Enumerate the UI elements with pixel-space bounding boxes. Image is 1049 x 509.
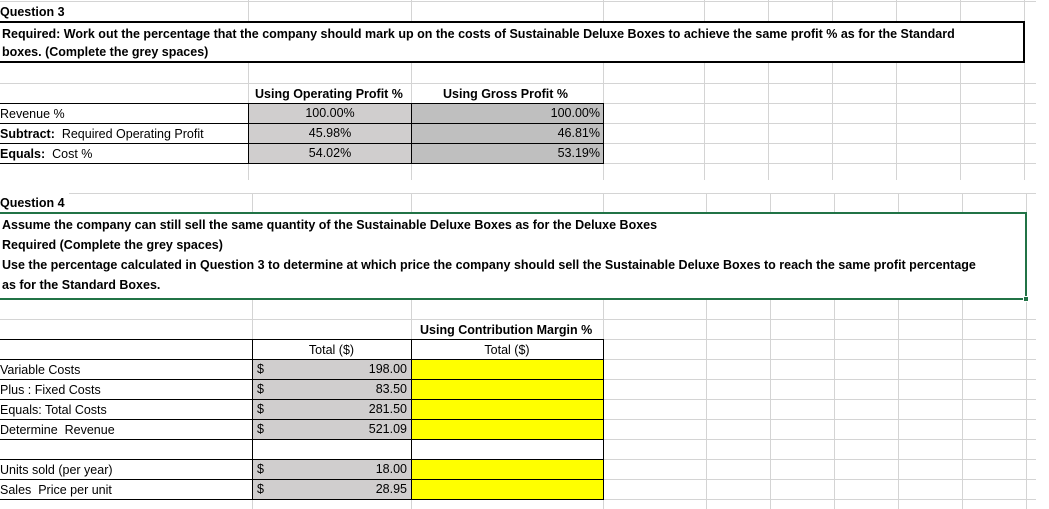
operating-cost-cell[interactable]: 54.02% — [248, 143, 412, 164]
cell-value: 28.95 — [375, 482, 407, 496]
variable-costs-cm-input[interactable] — [411, 359, 604, 380]
row-label-equals: Equals: Cost % — [0, 144, 92, 164]
sales-price-cm-input[interactable] — [411, 479, 604, 500]
gridline — [248, 0, 249, 180]
total-costs-total-cell[interactable]: $ 281.50 — [252, 399, 412, 420]
question3-title: Question 3 — [0, 2, 69, 22]
row-label-variable-costs: Variable Costs — [0, 363, 81, 377]
gross-profit-cell[interactable]: 46.81% — [411, 123, 604, 144]
table-border — [0, 339, 604, 340]
currency-symbol: $ — [257, 422, 264, 436]
gridline — [1026, 193, 1027, 509]
question4-line4: as for the Standard Boxes. — [2, 278, 161, 292]
currency-symbol: $ — [257, 462, 264, 476]
operating-profit-cell[interactable]: 45.98% — [248, 123, 412, 144]
gridline — [0, 1, 1036, 2]
row-label-units-sold: Units sold (per year) — [0, 463, 113, 477]
gridline — [411, 0, 412, 180]
row-label-revenue: Revenue % — [0, 104, 65, 124]
row-label-fixed-costs: Plus : Fixed Costs — [0, 383, 101, 397]
gross-revenue-cell[interactable]: 100.00% — [411, 103, 604, 124]
gridline — [834, 193, 835, 509]
question3-instructions-box[interactable]: Required: Work out the percentage that t… — [0, 21, 1025, 63]
row-label-bold: Equals: — [0, 147, 46, 161]
units-sold-total-cell[interactable]: $ 18.00 — [252, 459, 412, 480]
header-gross-profit: Using Gross Profit % — [443, 87, 569, 101]
cell-value: 198.00 — [368, 362, 407, 376]
gridline — [898, 193, 899, 509]
question4-line2: Required (Complete the grey spaces) — [2, 238, 223, 252]
currency-symbol: $ — [257, 482, 264, 496]
variable-costs-total-cell[interactable]: $ 198.00 — [252, 359, 412, 380]
header-operating-profit: Using Operating Profit % — [255, 87, 403, 101]
question3-required-line2: boxes. (Complete the grey spaces) — [2, 45, 209, 59]
selection-fill-handle[interactable] — [1023, 296, 1029, 302]
row-label-determine-revenue: Determine Revenue — [0, 423, 115, 437]
gridline — [960, 0, 961, 180]
gridline — [768, 0, 769, 180]
row-label-total-costs: Equals: Total Costs — [0, 403, 107, 417]
currency-symbol: $ — [257, 382, 264, 396]
gross-cost-cell[interactable]: 53.19% — [411, 143, 604, 164]
units-sold-cm-input[interactable] — [411, 459, 604, 480]
row-label-text: Cost % — [45, 147, 93, 161]
question4-line3: Use the percentage calculated in Questio… — [2, 258, 976, 272]
currency-symbol: $ — [257, 362, 264, 376]
header-contribution-margin: Using Contribution Margin % — [420, 323, 593, 337]
total-costs-cm-input[interactable] — [411, 399, 604, 420]
question4-line1: Assume the company can still sell the sa… — [2, 218, 658, 232]
section-gap — [0, 180, 1049, 192]
revenue-cm-input[interactable] — [411, 419, 604, 440]
row-label-bold: Subtract: — [0, 127, 55, 141]
question4-title: Question 4 — [0, 193, 69, 213]
operating-revenue-cell[interactable]: 100.00% — [248, 103, 412, 124]
gridline — [832, 0, 833, 180]
cell-value: 281.50 — [368, 402, 407, 416]
gridline — [1024, 0, 1025, 180]
header-cm-total: Total ($) — [484, 343, 530, 357]
gridline — [706, 193, 707, 509]
cell-value: 521.09 — [368, 422, 407, 436]
row-label-text: Revenue % — [0, 107, 65, 121]
question4-instructions-box[interactable]: Assume the company can still sell the sa… — [0, 212, 1027, 300]
cell-value: 83.50 — [375, 382, 407, 396]
gridline — [962, 193, 963, 509]
gridline — [0, 83, 1036, 84]
gridline — [770, 193, 771, 509]
gridline — [0, 193, 1036, 194]
fixed-costs-total-cell[interactable]: $ 83.50 — [252, 379, 412, 400]
header-total: Total ($) — [308, 343, 355, 357]
row-label-subtract: Subtract: Required Operating Profit — [0, 124, 204, 144]
question3-required-line1: Required: Work out the percentage that t… — [2, 27, 955, 41]
fixed-costs-cm-input[interactable] — [411, 379, 604, 400]
revenue-total-cell[interactable]: $ 521.09 — [252, 419, 412, 440]
gridline — [0, 319, 1036, 320]
cell-value: 18.00 — [375, 462, 407, 476]
gridline — [603, 0, 604, 180]
row-label-text: Required Operating Profit — [54, 127, 204, 141]
row-label-sales-price: Sales Price per unit — [0, 483, 112, 497]
gridline — [704, 0, 705, 180]
currency-symbol: $ — [257, 402, 264, 416]
sales-price-total-cell[interactable]: $ 28.95 — [252, 479, 412, 500]
gridline — [896, 0, 897, 180]
